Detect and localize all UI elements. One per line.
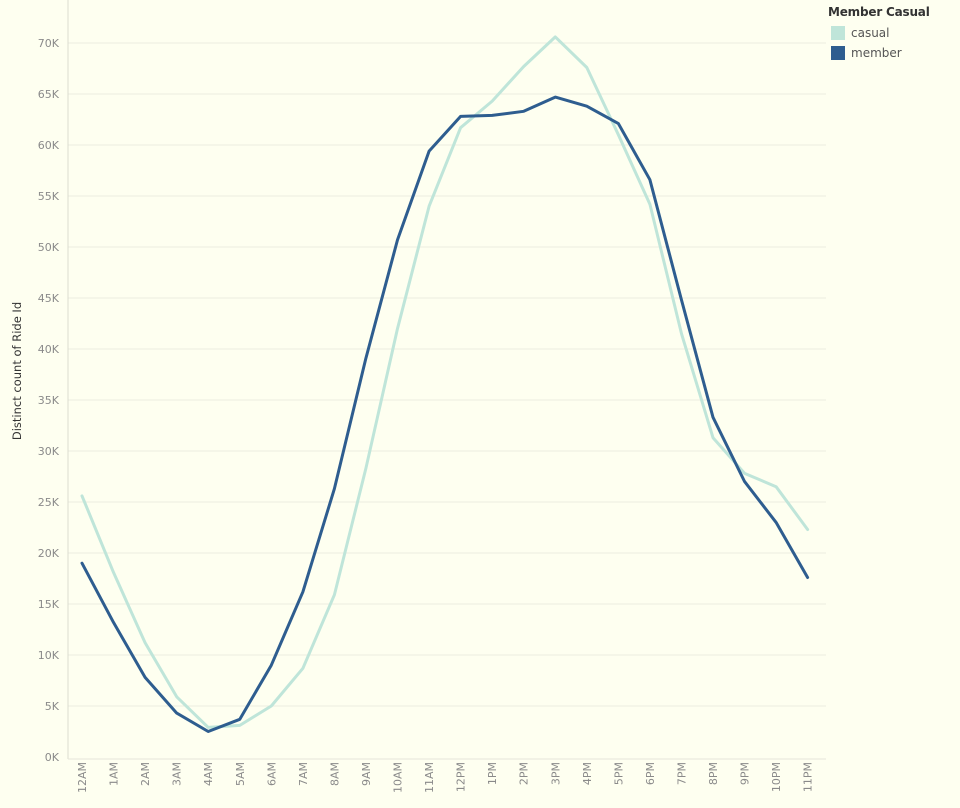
y-tick-label: 50K	[38, 241, 60, 254]
gridlines	[68, 42, 826, 707]
x-axis: 12AM 1AM 2AM 3AM 4AM 5AM 6AM 7AM 8AM 9AM 10AM 11AM 1…	[68, 758, 826, 793]
x-tick-label: 4AM	[202, 762, 215, 786]
x-tick-label: 11AM	[423, 762, 436, 793]
legend: Member Casual casual member	[828, 5, 930, 63]
legend-item-casual[interactable]: casual	[828, 23, 930, 43]
legend-item-member[interactable]: member	[828, 43, 930, 63]
y-tick-label: 20K	[38, 547, 60, 560]
x-tick-label: 9AM	[360, 762, 373, 786]
series-line-member[interactable]	[80, 95, 810, 733]
x-tick-label: 12PM	[455, 762, 468, 792]
series-lines	[80, 35, 810, 733]
x-tick-label: 8PM	[707, 762, 720, 785]
legend-label-member: member	[851, 46, 902, 60]
y-tick-label: 10K	[38, 649, 60, 662]
x-tick-label: 9PM	[739, 762, 752, 785]
x-tick-label: 7AM	[297, 762, 310, 786]
x-tick-label: 11PM	[802, 762, 815, 792]
x-tick-label: 12AM	[76, 762, 89, 793]
y-tick-label: 35K	[38, 394, 60, 407]
x-tick-label: 4PM	[581, 762, 594, 785]
x-tick-label: 7PM	[675, 762, 688, 785]
series-line-casual[interactable]	[80, 35, 810, 729]
legend-swatch-member	[831, 46, 845, 60]
x-tick-label: 6AM	[265, 762, 278, 786]
x-tick-label: 5PM	[612, 762, 625, 785]
y-axis: 0K 5K 10K 15K 20K 25K 30K 35K 40K 45K 50K 55K 60K 65K…	[38, 0, 69, 764]
x-tick-label: 6PM	[644, 762, 657, 785]
y-tick-label: 70K	[38, 37, 60, 50]
y-tick-label: 45K	[38, 292, 60, 305]
y-tick-label: 5K	[45, 700, 60, 713]
legend-title: Member Casual	[828, 5, 930, 19]
x-tick-label: 10PM	[770, 762, 783, 792]
y-tick-label: 40K	[38, 343, 60, 356]
x-tick-label: 8AM	[328, 762, 341, 786]
y-tick-label: 30K	[38, 445, 60, 458]
x-tick-label: 5AM	[234, 762, 247, 786]
y-axis-title: Distinct count of Ride Id	[10, 302, 24, 440]
y-tick-label: 25K	[38, 496, 60, 509]
x-tick-label: 3PM	[549, 762, 562, 785]
y-tick-label: 65K	[38, 88, 60, 101]
y-tick-label: 15K	[38, 598, 60, 611]
x-tick-label: 2PM	[518, 762, 531, 785]
legend-label-casual: casual	[851, 26, 890, 40]
y-tick-label: 0K	[45, 751, 60, 764]
x-tick-label: 3AM	[171, 762, 184, 786]
x-tick-label: 10AM	[392, 762, 405, 793]
y-tick-label: 55K	[38, 190, 60, 203]
legend-swatch-casual	[831, 26, 845, 40]
y-tick-label: 60K	[38, 139, 60, 152]
x-tick-label: 1AM	[108, 762, 121, 786]
x-tick-label: 2AM	[139, 762, 152, 786]
x-tick-label: 1PM	[486, 762, 499, 785]
